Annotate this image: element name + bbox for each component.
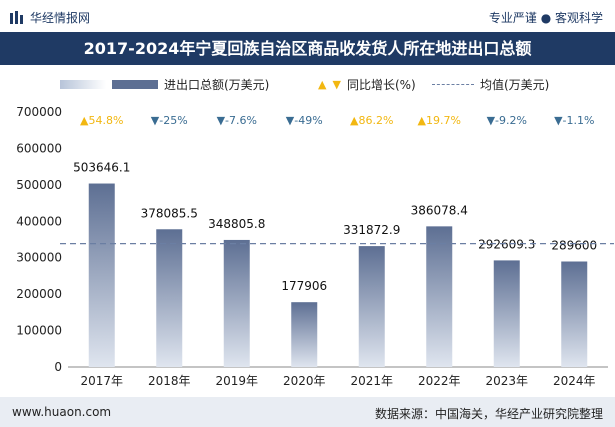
y-tick-label: 500000 bbox=[16, 178, 62, 192]
y-tick-label: 0 bbox=[54, 360, 62, 374]
growth-label: ▲86.2% bbox=[350, 114, 393, 127]
bar-value-label: 292609.3 bbox=[478, 237, 535, 251]
growth-label: ▼-25% bbox=[151, 114, 188, 127]
growth-label: ▲54.8% bbox=[80, 114, 123, 127]
triangle-down-yellow-icon: ▼ bbox=[332, 78, 341, 91]
y-tick-label: 100000 bbox=[16, 324, 62, 338]
chart-title: 2017-2024年宁夏回族自治区商品收发货人所在地进出口总额 bbox=[0, 32, 615, 65]
legend-bar-swatch bbox=[112, 80, 158, 89]
chart-legend: 进出口总额(万美元) ▲ ▼ 同比增长(%) 均值(万美元) bbox=[0, 70, 615, 96]
x-tick-label: 2023年 bbox=[485, 374, 528, 388]
legend-avg-label: 均值(万美元) bbox=[480, 78, 550, 92]
x-tick-label: 2018年 bbox=[148, 374, 191, 388]
bar-value-label: 386078.4 bbox=[411, 203, 468, 217]
legend-growth-label: 同比增长(%) bbox=[346, 78, 416, 92]
y-tick-label: 600000 bbox=[16, 141, 62, 155]
bar-value-label: 378085.5 bbox=[141, 206, 198, 220]
growth-label: ▼-7.6% bbox=[217, 114, 257, 127]
y-tick-label: 700000 bbox=[16, 105, 62, 119]
bar bbox=[426, 226, 453, 367]
bar bbox=[156, 229, 183, 367]
bar bbox=[88, 183, 115, 367]
x-tick-label: 2024年 bbox=[553, 374, 596, 388]
bar-value-label: 331872.9 bbox=[343, 223, 400, 237]
x-tick-label: 2021年 bbox=[350, 374, 393, 388]
brand-logo-icon bbox=[10, 10, 23, 24]
footer-source: 数据来源：中国海关，华经产业研究院整理 bbox=[374, 407, 603, 421]
legend-growth-item: ▲ ▼ 同比增长(%) bbox=[318, 76, 416, 93]
bar bbox=[291, 302, 318, 367]
legend-avg-item: 均值(万美元) bbox=[432, 76, 549, 93]
legend-gradient-swatch bbox=[60, 80, 106, 89]
legend-bar-item: 进出口总额(万美元) bbox=[60, 76, 269, 93]
brand-name: 华经情报网 bbox=[30, 11, 91, 25]
legend-avg-dash bbox=[432, 84, 474, 85]
x-tick-label: 2020年 bbox=[283, 374, 326, 388]
triangle-up-icon: ▲ bbox=[318, 78, 327, 91]
bar bbox=[223, 239, 250, 367]
bar bbox=[358, 246, 385, 367]
top-bar: 华经情报网 专业严谨 ● 客观科学 bbox=[0, 0, 615, 32]
bar bbox=[493, 260, 520, 367]
x-tick-label: 2017年 bbox=[80, 374, 123, 388]
y-tick-label: 200000 bbox=[16, 287, 62, 301]
growth-label: ▼-49% bbox=[286, 114, 323, 127]
y-tick-label: 300000 bbox=[16, 251, 62, 265]
bar-value-label: 503646.1 bbox=[73, 161, 130, 175]
growth-label: ▼-1.1% bbox=[554, 114, 594, 127]
y-tick-label: 400000 bbox=[16, 214, 62, 228]
bar bbox=[561, 261, 588, 367]
x-tick-label: 2019年 bbox=[215, 374, 258, 388]
footer: www.huaon.com 数据来源：中国海关，华经产业研究院整理 bbox=[0, 397, 615, 427]
header-slogan: 专业严谨 ● 客观科学 bbox=[488, 11, 603, 25]
chart-plot: 0 100000 200000 300000 400000 500000 600000 700… bbox=[16, 105, 614, 388]
bar-value-label: 348805.8 bbox=[208, 217, 265, 231]
footer-website: www.huaon.com bbox=[12, 405, 112, 419]
growth-label: ▼-9.2% bbox=[487, 114, 527, 127]
bar-value-label: 289600 bbox=[551, 239, 597, 253]
x-tick-label: 2022年 bbox=[418, 374, 461, 388]
legend-bar-label: 进出口总额(万美元) bbox=[164, 78, 270, 92]
bar-value-label: 177906 bbox=[281, 279, 327, 293]
growth-label: ▲19.7% bbox=[418, 114, 461, 127]
brand: 华经情报网 bbox=[10, 9, 90, 26]
